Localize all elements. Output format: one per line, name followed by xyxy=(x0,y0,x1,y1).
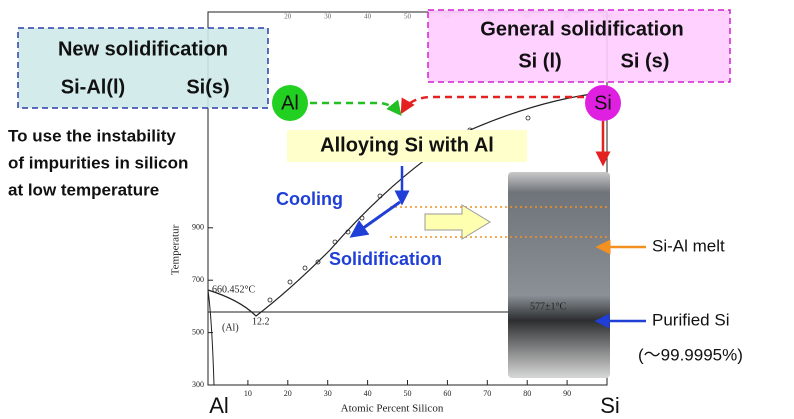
arrow xyxy=(310,99,402,116)
x-tick-label: 20 xyxy=(284,389,292,398)
box-label: Si(s) xyxy=(186,76,229,98)
annotation: 12.2 xyxy=(252,316,270,327)
top-tick-label: 40 xyxy=(364,13,372,21)
alloying-label: Alloying Si with Al xyxy=(320,134,494,156)
note-line: To use the instability xyxy=(8,126,176,145)
x-tick-label: 70 xyxy=(483,389,491,398)
x-tick-label: 90 xyxy=(563,389,571,398)
note-line: at low temperature xyxy=(8,180,159,199)
x-tick-label: 30 xyxy=(324,389,332,398)
x-tick-label: 10 xyxy=(244,389,252,398)
al-node xyxy=(272,85,308,121)
x-tick-label: 50 xyxy=(404,389,412,398)
arrow xyxy=(349,200,401,238)
y-axis-label: Temperatur xyxy=(170,224,182,275)
box-label: Si (s) xyxy=(621,50,670,72)
y-tick-label: 500 xyxy=(192,327,204,336)
bottom-label: Al xyxy=(209,393,229,418)
block-arrow xyxy=(424,204,491,240)
box-title: New solidification xyxy=(58,38,228,60)
y-tick-label: 300 xyxy=(192,380,204,389)
node-label: Al xyxy=(281,92,299,114)
solvus xyxy=(207,289,215,386)
note-line: of impurities in silicon xyxy=(8,153,188,172)
cooling-label: Cooling xyxy=(276,189,343,209)
box-label: Si-Al(l) xyxy=(61,76,125,98)
new-box xyxy=(17,27,269,109)
x-axis-label: Atomic Percent Silicon xyxy=(341,403,444,415)
bottom-label: Si xyxy=(600,393,620,418)
x-tick-label: 80 xyxy=(523,389,531,398)
photo-label: Purified Si xyxy=(652,310,729,329)
general-box xyxy=(427,9,731,83)
y-tick-label: 900 xyxy=(192,223,204,232)
box-title: General solidification xyxy=(480,18,683,40)
annotation: 660.452°C xyxy=(212,284,255,295)
photo-label: Si-Al melt xyxy=(652,236,725,255)
si-node xyxy=(585,85,621,121)
solidification-label: Solidification xyxy=(329,249,442,269)
top-tick-label: 20 xyxy=(284,13,292,21)
x-tick-label: 40 xyxy=(364,389,372,398)
top-tick-label: 30 xyxy=(324,13,332,21)
alloying-box xyxy=(287,130,527,162)
arrow xyxy=(400,95,584,115)
annotation: 577±1°C xyxy=(530,301,566,312)
y-tick-label: 700 xyxy=(192,275,204,284)
photo-label: (～99.9995%) xyxy=(638,345,743,364)
top-tick-label: 50 xyxy=(404,13,412,21)
x-tick-label: 60 xyxy=(443,389,451,398)
annotation: (Al) xyxy=(222,322,239,333)
node-label: Si xyxy=(594,92,612,114)
sample-photo xyxy=(508,172,610,378)
box-label: Si (l) xyxy=(518,50,561,72)
